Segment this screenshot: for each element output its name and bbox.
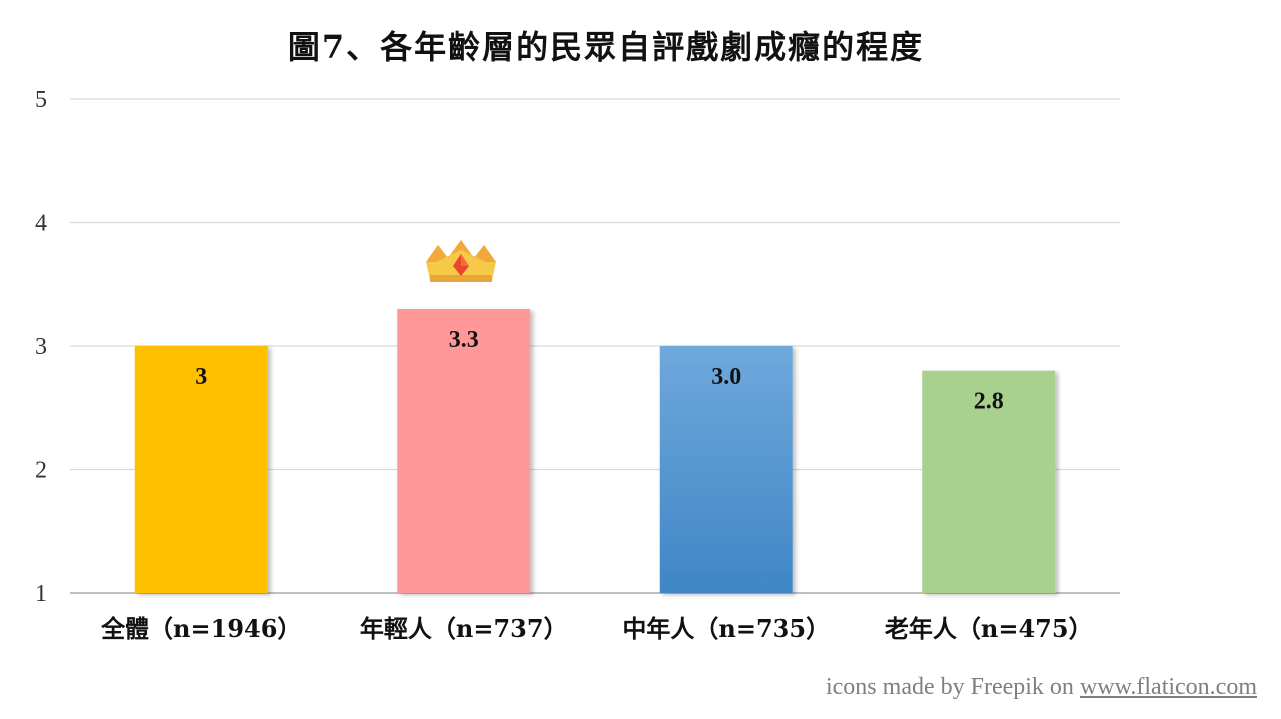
y-axis-ticks: 1 2 3 4 5 [35,87,47,607]
y-tick-label: 4 [35,211,47,237]
y-tick-label: 3 [35,334,47,360]
credit-link[interactable]: www.flaticon.com [1079,674,1257,700]
bar [397,308,531,593]
bar [659,346,793,593]
x-tick-label: 老年人（n=475） [885,614,1093,643]
x-tick-label: 年輕人（n=737） [360,614,568,643]
crown-icon [426,240,496,282]
icon-credit: icons made by Freepik on www.flaticon.co… [826,674,1257,701]
data-labels: 3 3.3 3.0 2.8 [195,327,1004,415]
bar [922,370,1056,593]
bar [134,346,268,593]
data-label: 2.8 [974,389,1004,415]
x-tick-label: 全體（n=1946） [100,614,301,643]
data-label: 3 [195,364,207,390]
x-tick-label: 中年人（n=735） [622,614,830,643]
data-label: 3.0 [711,364,741,390]
bars [134,308,1056,593]
x-axis-labels: 全體（n=1946） 年輕人（n=737） 中年人（n=735） 老年人（n=475） [100,614,1093,643]
y-tick-label: 5 [35,87,47,113]
data-label: 3.3 [449,327,479,353]
y-tick-label: 1 [35,581,47,607]
credit-text: icons made by Freepik on [825,674,1080,700]
y-tick-label: 2 [35,458,47,484]
chart-title: 圖7、各年齡層的民眾自評戲劇成癮的程度 [287,28,925,66]
